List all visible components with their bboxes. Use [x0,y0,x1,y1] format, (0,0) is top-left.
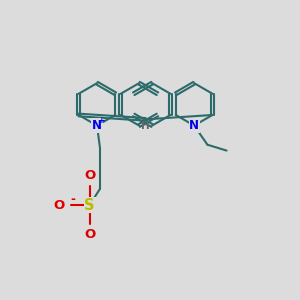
Text: O: O [53,199,64,212]
Text: +: + [98,116,106,125]
Text: O: O [84,228,95,241]
Text: -: - [70,193,75,206]
Text: S: S [84,198,95,213]
Text: O: O [84,169,95,182]
Text: H: H [141,121,150,131]
Text: N: N [92,119,102,132]
Text: N: N [189,119,199,132]
